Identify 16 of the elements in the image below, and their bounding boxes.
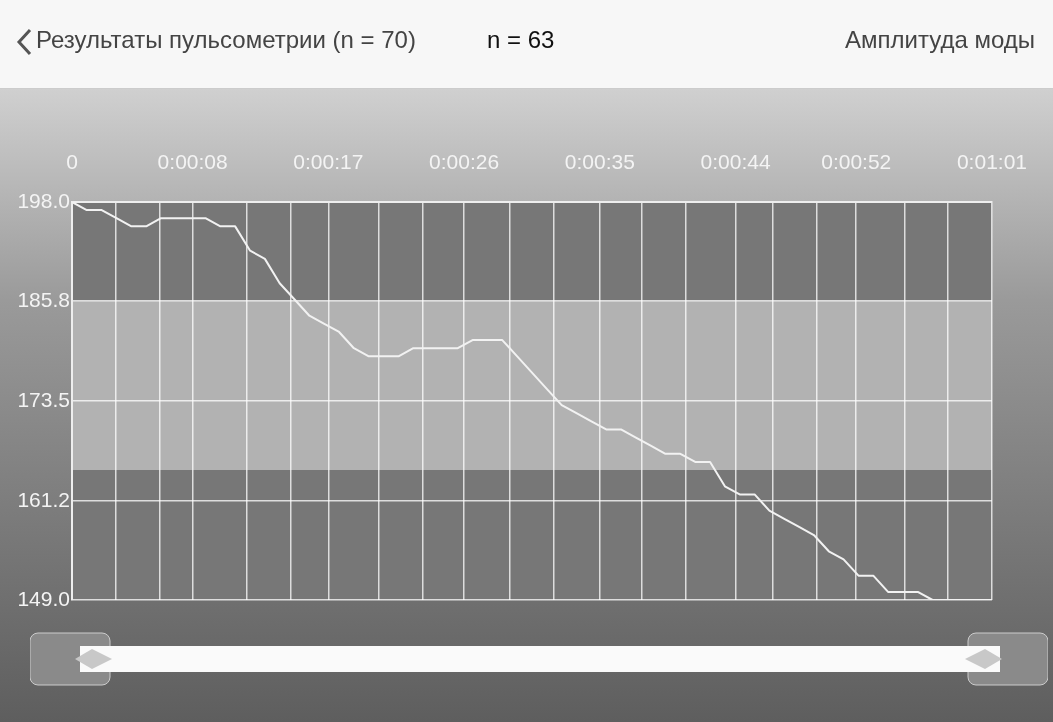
x-tick-label: 0:00:17 xyxy=(293,150,364,174)
y-tick-label: 173.5 xyxy=(17,387,70,411)
x-tick-label: 0:00:35 xyxy=(564,150,635,174)
chart-subtitle: n = 63 xyxy=(487,26,555,54)
y-tick-label: 198.0 xyxy=(17,188,70,212)
x-tick-label: 0 xyxy=(66,150,78,174)
y-tick-label: 185.8 xyxy=(17,287,70,311)
x-tick-label: 0:00:26 xyxy=(429,150,500,174)
y-tick-label: 161.2 xyxy=(17,487,70,511)
chart-title: Результаты пульсометрии (n = 70) xyxy=(36,26,416,54)
x-tick-label: 0:00:08 xyxy=(157,150,228,174)
x-tick-label: 0:01:01 xyxy=(956,150,1028,174)
x-tick-label: 0:00:44 xyxy=(700,150,771,174)
text: Амплитуда моды xyxy=(845,26,1035,54)
y-tick-label: 149.0 xyxy=(17,586,70,610)
x-tick-label: 0:00:52 xyxy=(821,150,892,174)
